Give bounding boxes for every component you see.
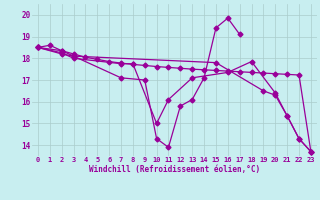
X-axis label: Windchill (Refroidissement éolien,°C): Windchill (Refroidissement éolien,°C)	[89, 165, 260, 174]
